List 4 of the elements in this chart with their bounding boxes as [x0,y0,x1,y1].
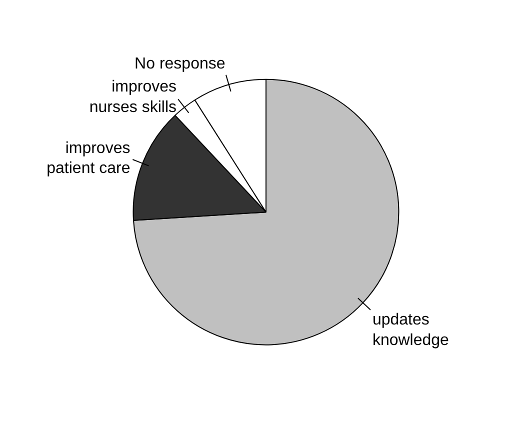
slice-label: updates knowledge [372,312,450,350]
slice-label: No response [134,55,226,72]
slice-label: improves patient care [46,140,130,178]
slice-label: improves nurses skills [89,78,177,116]
